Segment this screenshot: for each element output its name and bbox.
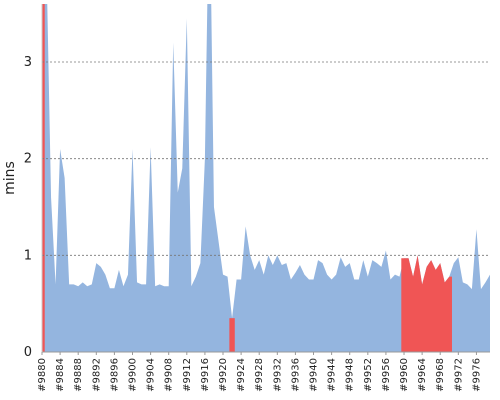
- x-tick-label: #9932: [272, 358, 283, 392]
- x-tick-label: #9972: [453, 358, 464, 392]
- x-tick-label: #9960: [399, 358, 410, 392]
- x-tick-label: #9940: [309, 358, 320, 392]
- y-tick-label: 1: [24, 248, 32, 263]
- y-tick-label: 2: [24, 152, 32, 167]
- area: [42, 4, 490, 352]
- y-axis-label: mins: [2, 161, 18, 195]
- x-tick-label: #9924: [236, 358, 247, 392]
- x-tick-label: #9912: [182, 358, 193, 392]
- x-tick-label: #9916: [200, 358, 211, 392]
- highlighted-area: [401, 255, 452, 352]
- plot-area: [42, 4, 490, 352]
- x-tick-label: #9888: [73, 358, 84, 392]
- x-tick-label: #9968: [435, 358, 446, 392]
- x-tick-label: #9896: [109, 358, 120, 392]
- x-tick-label: #9908: [164, 358, 175, 392]
- x-tick-label: #9944: [327, 358, 338, 392]
- highlighted-area: [229, 318, 235, 352]
- x-tick-label: #9880: [37, 358, 48, 392]
- x-tick-label: #9956: [381, 358, 392, 392]
- x-tick-label: #9952: [363, 358, 374, 392]
- highlighted-area: [42, 4, 45, 352]
- x-tick-label: #9964: [417, 358, 428, 392]
- x-tick-label: #9884: [55, 358, 66, 392]
- x-tick-label: #9976: [471, 358, 482, 392]
- x-tick-label: #9892: [91, 358, 102, 392]
- y-tick-label: 3: [24, 55, 32, 70]
- x-tick-label: #9920: [218, 358, 229, 392]
- x-tick-label: #9928: [254, 358, 265, 392]
- y-tick-label: 0: [24, 345, 32, 360]
- x-tick-label: #9900: [128, 358, 139, 392]
- x-tick-label: #9948: [345, 358, 356, 392]
- x-tick-label: #9904: [146, 358, 157, 392]
- x-tick-label: #9936: [290, 358, 301, 392]
